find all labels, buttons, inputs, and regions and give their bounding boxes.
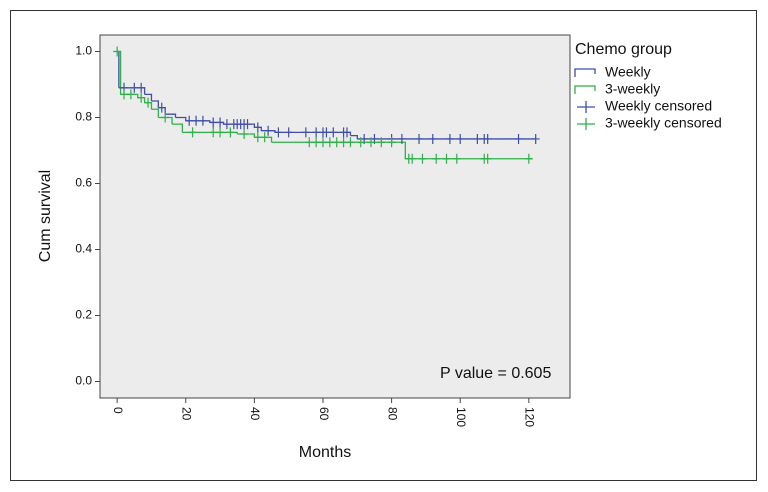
censor-mark: [253, 132, 262, 143]
censor-mark: [284, 127, 293, 138]
survival-step: [182, 131, 238, 134]
censor-mark: [226, 127, 235, 138]
censor-mark: [332, 137, 341, 148]
survival-step: [165, 113, 177, 118]
censor-mark: [346, 137, 355, 148]
censor-mark: [325, 137, 334, 148]
legend-label: 3-weekly: [605, 81, 660, 97]
censor-mark: [216, 127, 225, 138]
censor-mark: [339, 137, 348, 148]
censor-mark: [222, 119, 231, 130]
censor-mark: [367, 137, 376, 148]
censor-mark: [524, 153, 533, 164]
legend-symbol: [574, 85, 596, 94]
censor-mark: [240, 129, 249, 139]
censor-mark: [216, 117, 225, 128]
censor-mark: [415, 133, 424, 144]
censor-mark: [456, 133, 465, 144]
censor-mark: [120, 89, 129, 100]
censor-mark: [322, 127, 331, 138]
censor-mark: [377, 137, 386, 148]
y-tick-label: 0.4: [75, 242, 92, 256]
censor-mark: [473, 133, 482, 144]
survival-step: [172, 123, 183, 133]
censor-mark: [243, 119, 252, 130]
y-tick-label: 0.2: [75, 308, 92, 322]
survival-step: [350, 135, 358, 139]
censor-mark: [432, 153, 441, 164]
x-tick-label: 40: [248, 407, 262, 421]
censor-mark: [209, 127, 218, 138]
censor-mark: [253, 122, 262, 133]
censor-mark: [531, 133, 540, 144]
legend-label: Weekly censored: [605, 98, 712, 114]
x-tick-label: 20: [180, 407, 194, 421]
x-tick-label: 60: [317, 407, 331, 421]
legend-label: Weekly: [605, 64, 651, 80]
censor-mark: [483, 133, 492, 144]
censor-mark: [157, 102, 166, 113]
censor-mark: [318, 137, 327, 148]
censor-mark: [445, 133, 454, 144]
survival-step: [151, 108, 159, 118]
plot-area: [99, 34, 571, 399]
censor-mark: [356, 137, 365, 148]
censor-mark: [137, 92, 146, 103]
censor-mark: [329, 127, 338, 138]
y-axis-label: Cum survival: [37, 170, 54, 262]
survival-step: [175, 116, 187, 121]
annotation: P value = 0.605: [440, 365, 551, 382]
censor-mark: [113, 46, 122, 57]
censor-mark: [428, 133, 437, 144]
censor-mark: [387, 137, 396, 148]
censor-mark: [198, 115, 207, 126]
censor-mark: [301, 127, 310, 138]
censor-mark: [264, 125, 273, 136]
censor-mark: [137, 82, 146, 93]
legend-symbol: [577, 101, 595, 113]
y-tick-label: 1.0: [75, 44, 92, 58]
censor-mark: [260, 132, 269, 143]
censor-mark: [408, 153, 417, 164]
survival-step: [144, 93, 153, 101]
censor-mark: [397, 133, 406, 144]
censor-mark: [312, 137, 321, 148]
censor-mark: [442, 153, 451, 164]
censor-mark: [144, 97, 153, 108]
censor-mark: [185, 115, 194, 126]
censor-mark: [418, 153, 427, 164]
legend-symbol: [574, 68, 596, 77]
legend-title: Chemo group: [575, 41, 672, 58]
x-tick-label: 100: [454, 407, 468, 427]
legend-label: 3-weekly censored: [605, 115, 722, 131]
y-tick-label: 0.8: [75, 110, 92, 124]
x-axis-label: Months: [299, 444, 351, 461]
censor-mark: [209, 117, 218, 128]
censor-mark: [188, 127, 197, 138]
legend-symbol: [577, 118, 595, 130]
censor-mark: [274, 127, 283, 138]
censor-mark: [192, 115, 201, 126]
y-tick-label: 0.6: [75, 176, 92, 190]
censor-mark: [130, 82, 139, 93]
x-tick-label: 120: [523, 407, 537, 427]
censor-mark: [161, 112, 170, 123]
censor-mark: [452, 153, 461, 164]
x-tick-label: 80: [385, 407, 399, 421]
survival-step: [151, 100, 159, 108]
censor-mark: [483, 153, 492, 164]
x-tick-label: 0: [111, 407, 125, 414]
censor-mark: [343, 127, 352, 138]
y-tick-label: 0.0: [75, 374, 92, 388]
censor-mark: [312, 127, 321, 138]
censor-mark: [305, 137, 314, 148]
censor-mark: [514, 133, 523, 144]
censor-mark: [126, 89, 135, 100]
